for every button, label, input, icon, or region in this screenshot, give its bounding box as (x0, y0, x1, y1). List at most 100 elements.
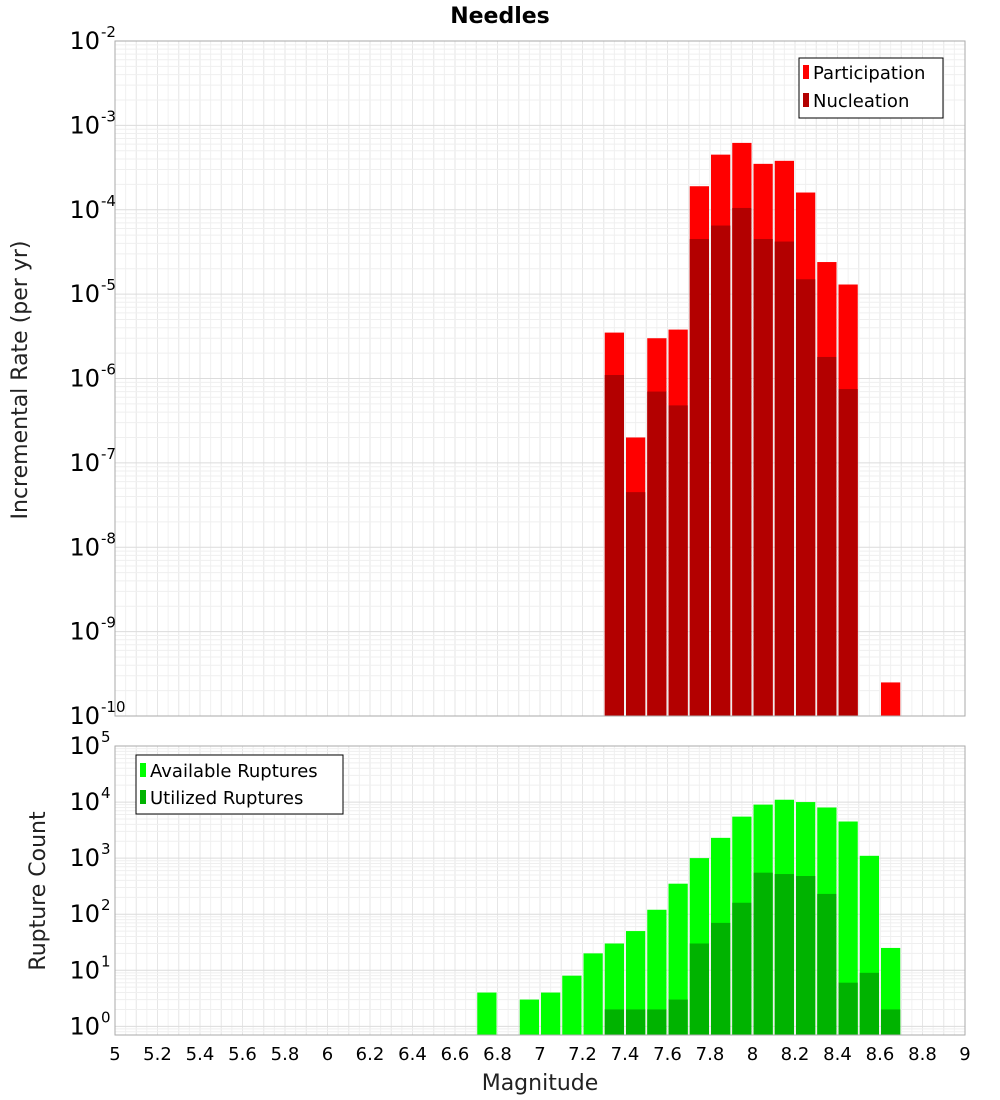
tick-base: 10 (69, 844, 100, 872)
rupture-y-axis-label: Rupture Count (26, 811, 51, 971)
tick-exponent: 2 (101, 896, 111, 914)
rupture-y-tick-label: 10 5 (69, 728, 110, 760)
utilized-legend-label: Utilized Ruptures (150, 788, 303, 809)
rate-bar-nucleation (711, 225, 731, 716)
rate-bar-participation (881, 682, 901, 716)
x-tick-label: 5.4 (186, 1044, 215, 1065)
tick-exponent: 3 (101, 840, 111, 858)
participation-legend-swatch (803, 65, 809, 79)
rupture-bar-utilized-ruptures (859, 972, 879, 1035)
tick-exponent: 5 (101, 728, 111, 746)
rate-legend: Participation Nucleation (798, 57, 944, 119)
rate-y-tick-label: 10 -10 (69, 698, 125, 730)
tick-base: 10 (69, 27, 100, 55)
rate-y-tick-label: 10 -5 (69, 276, 116, 308)
rate-y-tick-label: 10 -7 (69, 445, 116, 477)
tick-base: 10 (69, 702, 100, 730)
rupture-bar-available-ruptures (626, 931, 646, 1035)
rupture-bar-utilized-ruptures (774, 874, 794, 1035)
rate-y-ticks: 10-210-310-410-510-610-710-810-910-10 (69, 23, 125, 730)
x-tick-label: 5.8 (271, 1044, 300, 1065)
tick-base: 10 (69, 111, 100, 139)
nucleation-legend-label: Nucleation (813, 91, 909, 112)
tick-exponent: -2 (101, 23, 116, 41)
tick-base: 10 (69, 732, 100, 760)
rate-bar-nucleation (668, 405, 688, 716)
rate-bar-nucleation (817, 356, 837, 716)
rupture-bar-available-ruptures (562, 975, 582, 1035)
tick-exponent: 0 (101, 1008, 111, 1026)
chart-title: Needles (450, 4, 550, 29)
rupture-bars (477, 799, 901, 1035)
rate-bar-nucleation (689, 239, 709, 716)
rate-y-tick-label: 10 -6 (69, 361, 116, 393)
rate-y-tick-label: 10 -8 (69, 529, 116, 561)
x-axis-label: Magnitude (482, 1071, 599, 1096)
rupture-bar-available-ruptures (647, 909, 667, 1035)
x-tick-label: 5 (109, 1044, 120, 1065)
tick-base: 10 (69, 1012, 100, 1040)
x-tick-label: 5.6 (228, 1044, 257, 1065)
rate-bar-nucleation (604, 375, 624, 716)
tick-exponent: 4 (101, 784, 111, 802)
x-tick-label: 7.2 (568, 1044, 597, 1065)
tick-exponent: -7 (101, 445, 116, 463)
x-tick-label: 6 (322, 1044, 333, 1065)
tick-exponent: -3 (101, 107, 116, 125)
tick-base: 10 (69, 788, 100, 816)
tick-exponent: -9 (101, 614, 116, 632)
tick-base: 10 (69, 449, 100, 477)
rate-y-tick-label: 10 -9 (69, 614, 116, 646)
tick-exponent: -8 (101, 529, 116, 547)
rupture-bar-utilized-ruptures (604, 1009, 624, 1035)
rupture-y-tick-label: 10 2 (69, 896, 110, 928)
x-tick-label: 6.6 (441, 1044, 470, 1065)
rupture-bar-utilized-ruptures (753, 872, 773, 1035)
rupture-bar-available-ruptures (519, 999, 539, 1035)
rate-bar-nucleation (626, 492, 646, 716)
rate-y-tick-label: 10 -4 (69, 192, 116, 224)
rupture-bar-utilized-ruptures (796, 875, 816, 1035)
x-tick-label: 5.2 (143, 1044, 172, 1065)
rate-bar-nucleation (647, 391, 667, 716)
x-tick-label: 7.8 (696, 1044, 725, 1065)
rupture-bar-available-ruptures (477, 992, 497, 1035)
tick-base: 10 (69, 196, 100, 224)
rupture-bar-utilized-ruptures (626, 1009, 646, 1035)
x-tick-label: 8.4 (823, 1044, 852, 1065)
x-tick-label: 8.2 (781, 1044, 810, 1065)
rupture-bar-utilized-ruptures (817, 893, 837, 1035)
tick-exponent: -5 (101, 276, 116, 294)
nucleation-legend-swatch (803, 93, 809, 107)
x-tick-label: 6.8 (483, 1044, 512, 1065)
x-tick-label: 8 (747, 1044, 758, 1065)
x-tick-label: 6.2 (356, 1044, 385, 1065)
rupture-legend-box (135, 754, 344, 815)
x-tick-labels: 5 5.2 5.4 5.6 5.8 6 6.2 6.4 6.6 6.8 7 7.2 7.4 7.6 7.8 8… (109, 1044, 970, 1065)
rupture-bar-available-ruptures (838, 821, 858, 1035)
tick-base: 10 (69, 533, 100, 561)
rupture-legend: Available Ruptures Utilized Ruptures (135, 754, 344, 815)
rate-bar-nucleation (774, 241, 794, 717)
tick-exponent: 1 (101, 952, 111, 970)
rate-bar-nucleation (753, 239, 773, 716)
rupture-bar-utilized-ruptures (647, 1009, 667, 1035)
tick-exponent: -6 (101, 361, 116, 379)
x-tick-label: 7.4 (611, 1044, 640, 1065)
x-tick-label: 8.8 (908, 1044, 937, 1065)
available-legend-label: Available Ruptures (150, 761, 318, 782)
rate-gridlines (114, 40, 966, 717)
x-tick-label: 7 (534, 1044, 545, 1065)
rate-y-axis-label: Incremental Rate (per yr) (8, 241, 33, 520)
rupture-plot-border (114, 745, 966, 1036)
x-tick-label: 9 (959, 1044, 970, 1065)
rupture-bar-utilized-ruptures (711, 922, 731, 1035)
participation-legend-label: Participation (813, 63, 925, 84)
rate-bars (604, 142, 901, 717)
rate-bar-nucleation (838, 389, 858, 716)
tick-base: 10 (69, 618, 100, 646)
x-tick-label: 6.4 (398, 1044, 427, 1065)
rupture-bar-utilized-ruptures (689, 943, 709, 1035)
